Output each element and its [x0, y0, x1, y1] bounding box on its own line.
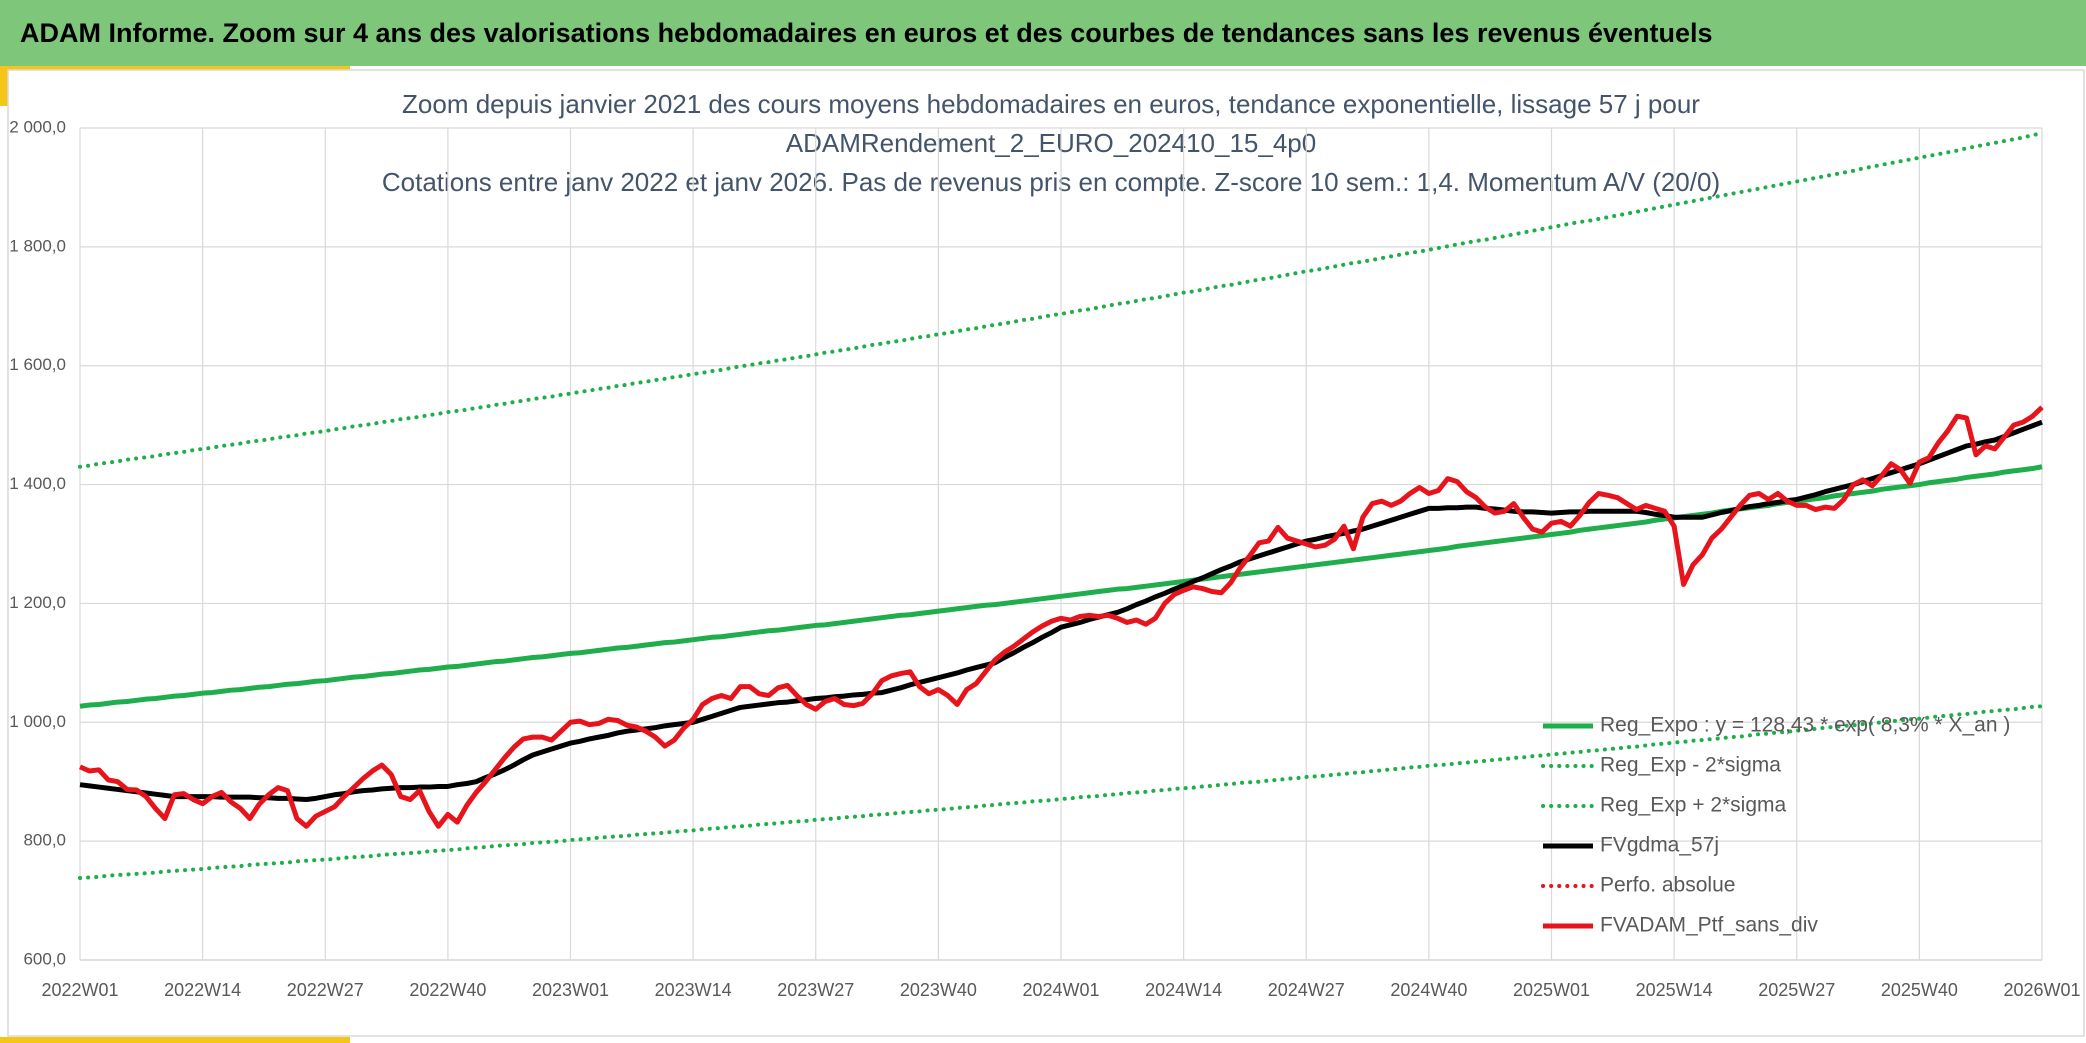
chart-title: Zoom depuis janvier 2021 des cours moyen… — [402, 89, 1700, 119]
x-tick-label: 2022W27 — [287, 980, 364, 1000]
legend-label: Reg_Expo : y = 128,43 * exp( 8,3% * X_an… — [1600, 714, 2010, 737]
legend-label: FVgdma_57j — [1600, 834, 1719, 857]
legend-label: Reg_Exp + 2*sigma — [1600, 794, 1787, 817]
legend-label: Reg_Exp - 2*sigma — [1600, 754, 1781, 777]
x-tick-label: 2023W01 — [532, 980, 609, 1000]
x-tick-label: 2025W40 — [1881, 980, 1958, 1000]
accent — [0, 66, 8, 106]
x-tick-label: 2026W01 — [2003, 980, 2080, 1000]
y-tick-label: 1 600,0 — [9, 355, 66, 374]
x-tick-label: 2022W40 — [409, 980, 486, 1000]
accent — [0, 1037, 350, 1043]
series-line — [78, 405, 2044, 829]
series-line — [78, 131, 2044, 469]
chart-frame — [7, 69, 2085, 1037]
accent — [0, 66, 350, 70]
legend-label: FVADAM_Ptf_sans_div — [1600, 914, 1818, 937]
x-tick-label: 2025W01 — [1513, 980, 1590, 1000]
x-tick-label: 2024W01 — [1022, 980, 1099, 1000]
x-tick-label: 2023W27 — [777, 980, 854, 1000]
legend-label: Perfo. absolue — [1600, 874, 1735, 897]
x-tick-label: 2022W01 — [41, 980, 118, 1000]
x-tick-label: 2024W27 — [1268, 980, 1345, 1000]
y-tick-label: 800,0 — [23, 831, 66, 850]
header-bar — [0, 0, 2086, 66]
x-tick-label: 2025W14 — [1636, 980, 1713, 1000]
y-tick-label: 600,0 — [23, 949, 66, 968]
x-tick-label: 2022W14 — [164, 980, 241, 1000]
y-tick-label: 1 800,0 — [9, 236, 66, 255]
x-tick-label: 2024W40 — [1390, 980, 1467, 1000]
chart-title: Cotations entre janv 2022 et janv 2026. … — [382, 167, 1720, 197]
x-tick-label: 2025W27 — [1758, 980, 1835, 1000]
x-tick-label: 2023W40 — [900, 980, 977, 1000]
x-tick-label: 2023W14 — [655, 980, 732, 1000]
header-title: ADAM Informe. Zoom sur 4 ans des valoris… — [20, 18, 1713, 48]
series-line — [79, 419, 2043, 803]
y-tick-label: 1 000,0 — [9, 712, 66, 731]
y-tick-label: 2 000,0 — [9, 117, 66, 136]
x-tick-label: 2024W14 — [1145, 980, 1222, 1000]
y-tick-label: 1 400,0 — [9, 474, 66, 493]
y-tick-label: 1 200,0 — [9, 593, 66, 612]
chart-title: ADAMRendement_2_EURO_202410_15_4p0 — [786, 128, 1316, 158]
